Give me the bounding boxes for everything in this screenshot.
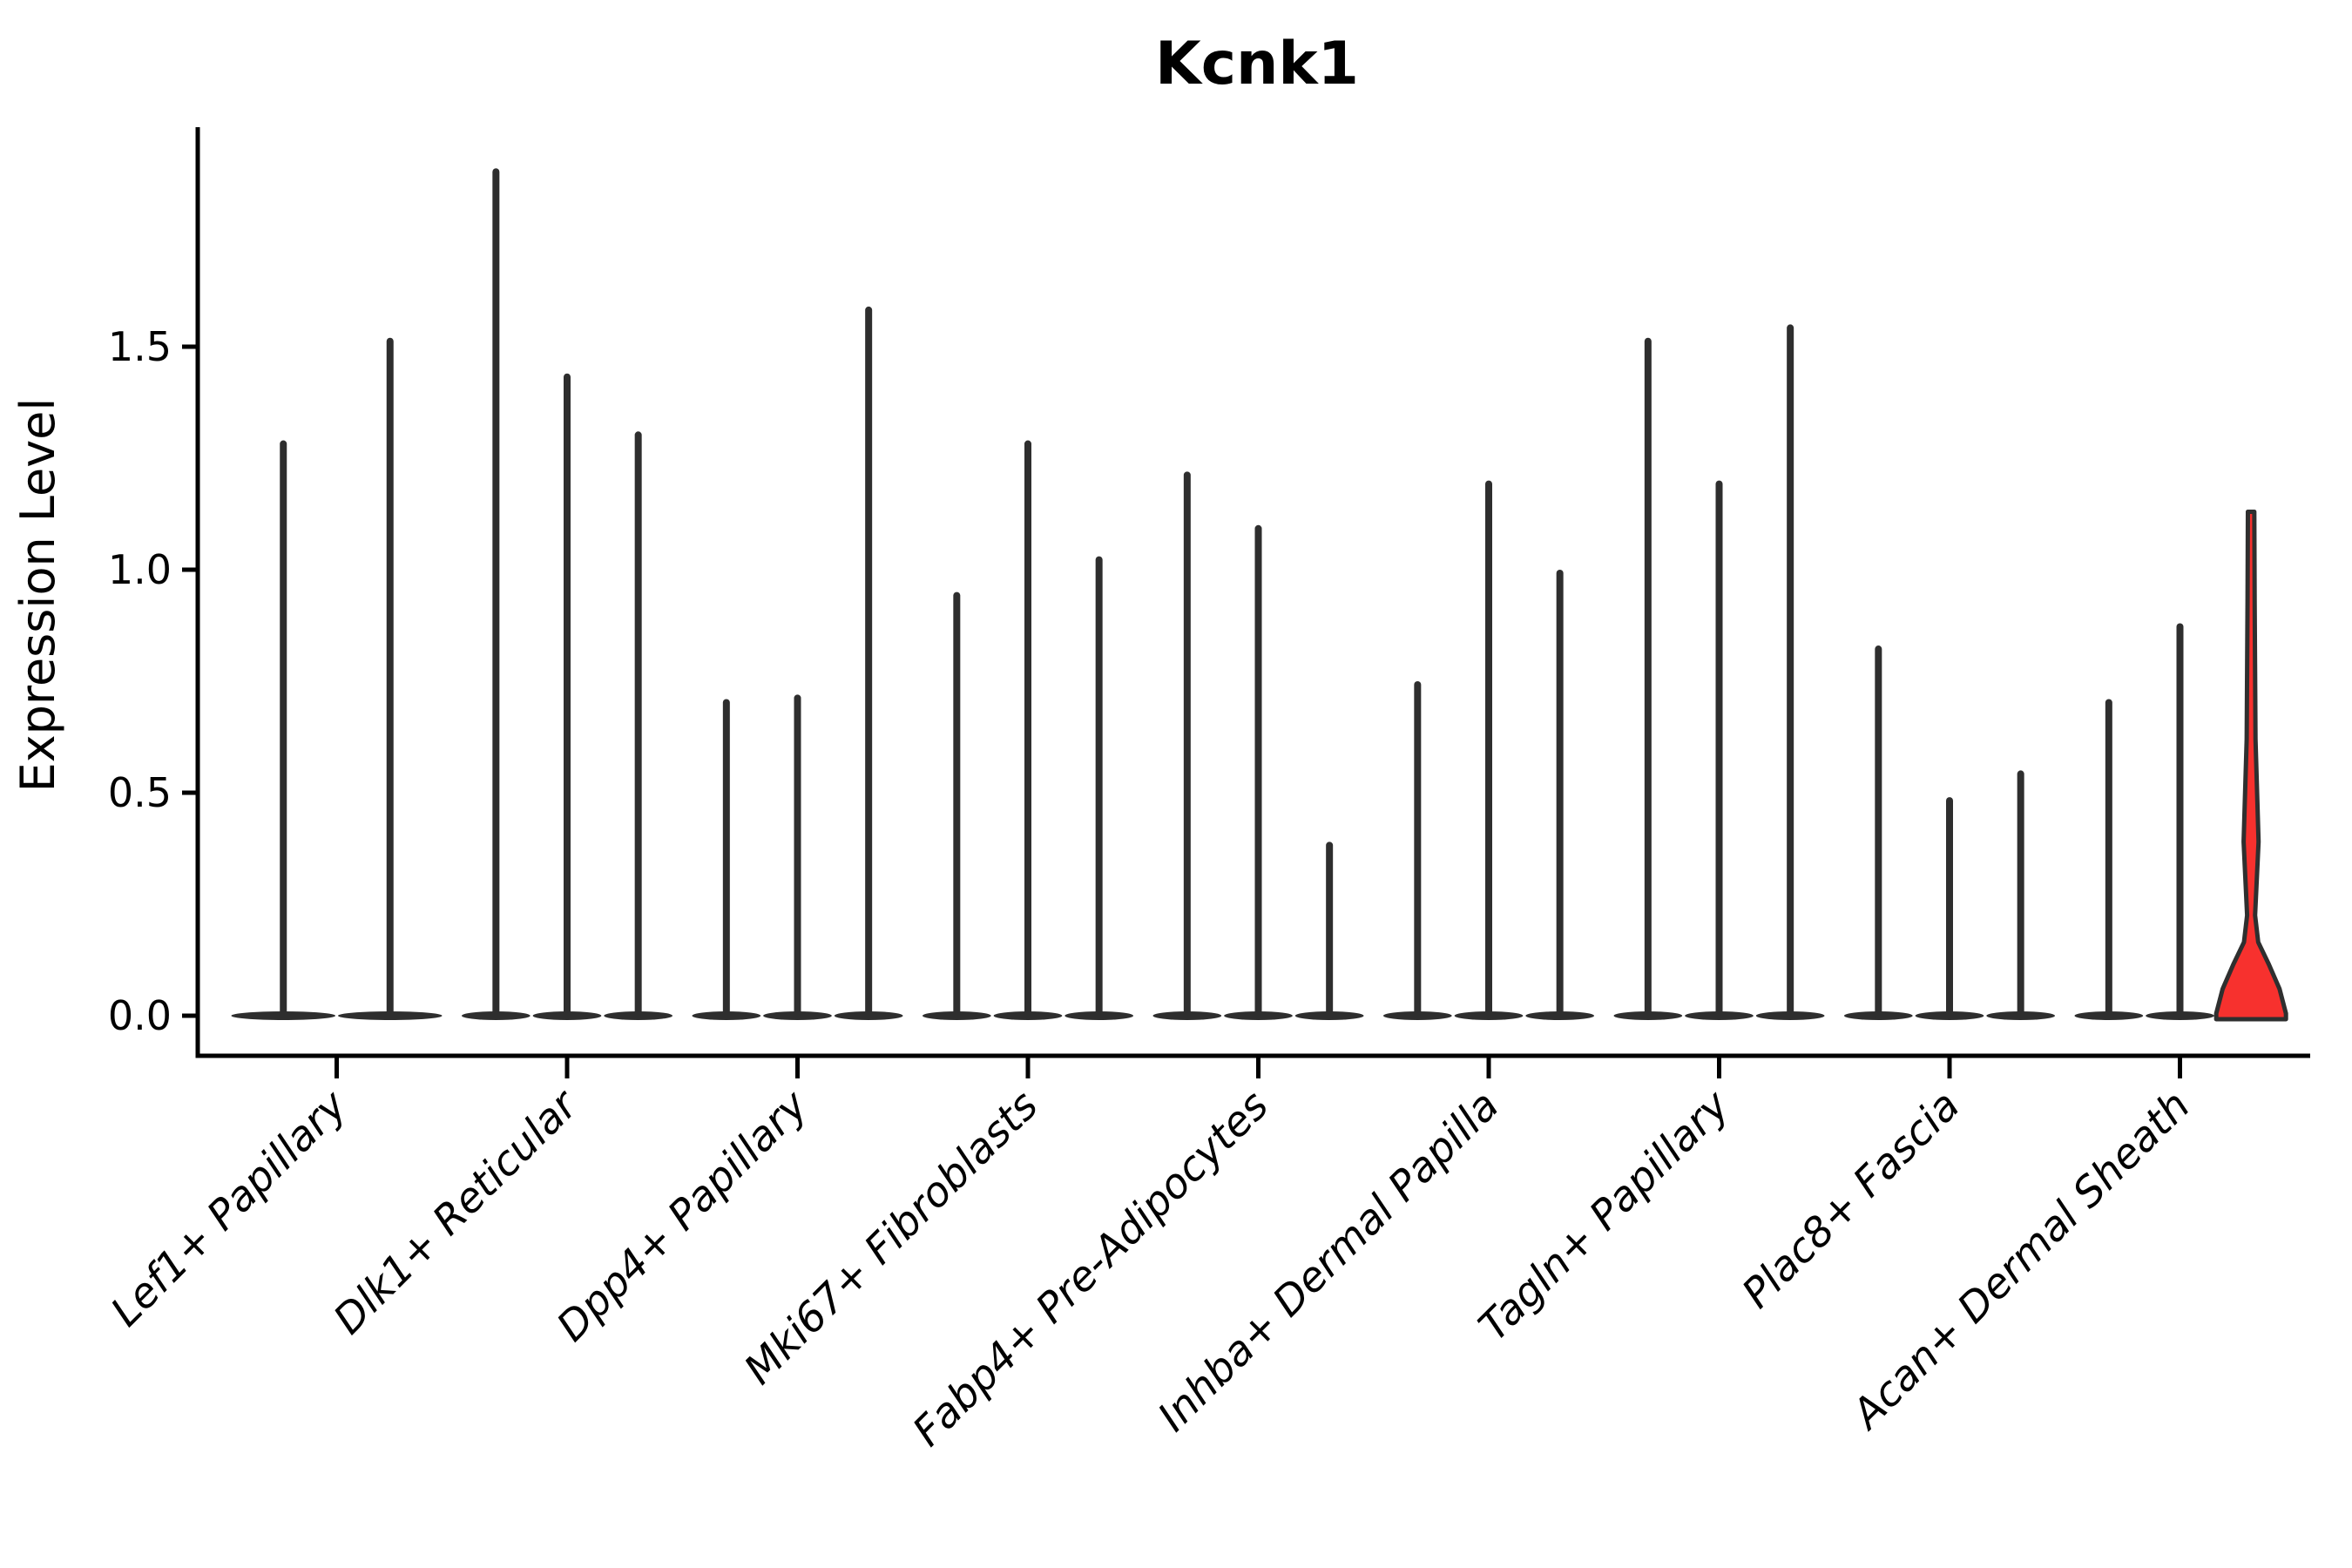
highlighted-violin <box>2213 509 2288 1022</box>
x-tick-label: Lef1+ Papillary <box>102 1081 357 1336</box>
violins-layer <box>231 168 2288 1022</box>
y-tick-label: 1.0 <box>108 546 172 593</box>
x-tick-label: Dlk1+ Reticular <box>325 1080 589 1344</box>
y-tick-label: 0.5 <box>108 769 172 816</box>
y-tick-label: 0.0 <box>108 992 172 1039</box>
y-axis-label: Expression Level <box>10 398 65 793</box>
x-tick-label: Tagln+ Papillary <box>1470 1081 1740 1351</box>
x-tick-label: Plac8+ Fascia <box>1733 1082 1969 1318</box>
y-tick-label: 1.5 <box>108 323 172 370</box>
x-tick-label: Dpp4+ Papillary <box>548 1081 818 1351</box>
chart-title: Kcnk1 <box>1155 30 1359 98</box>
